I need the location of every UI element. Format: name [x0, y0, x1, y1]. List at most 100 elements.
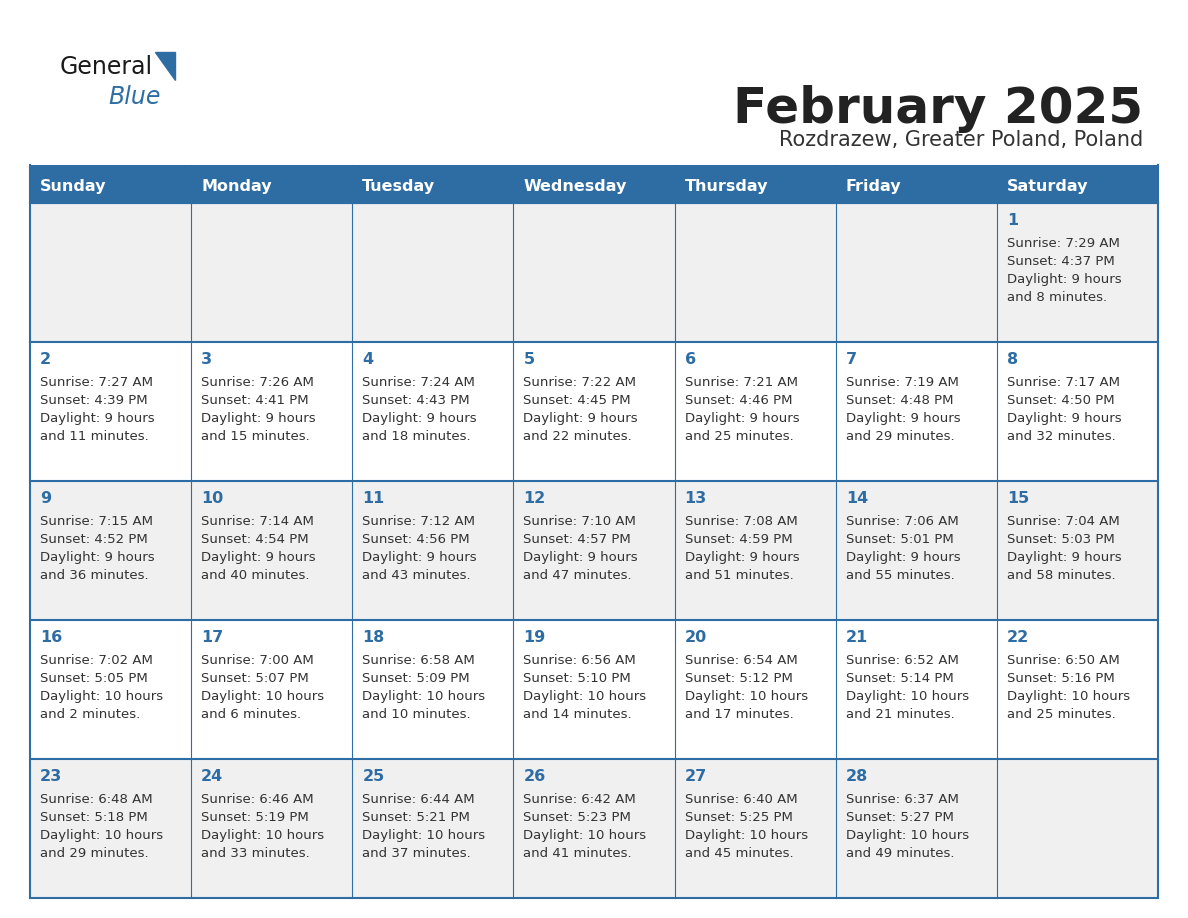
- Text: 4: 4: [362, 352, 373, 367]
- Text: 21: 21: [846, 630, 868, 645]
- Text: 10: 10: [201, 491, 223, 506]
- Text: and 18 minutes.: and 18 minutes.: [362, 430, 470, 443]
- Text: Daylight: 10 hours: Daylight: 10 hours: [524, 829, 646, 842]
- Text: Sunset: 4:59 PM: Sunset: 4:59 PM: [684, 533, 792, 546]
- Text: Sunset: 5:14 PM: Sunset: 5:14 PM: [846, 672, 954, 685]
- Text: Sunset: 5:09 PM: Sunset: 5:09 PM: [362, 672, 470, 685]
- Text: Saturday: Saturday: [1007, 178, 1088, 194]
- Text: and 33 minutes.: and 33 minutes.: [201, 847, 310, 860]
- Text: 2: 2: [40, 352, 51, 367]
- Text: and 55 minutes.: and 55 minutes.: [846, 569, 954, 582]
- Text: and 43 minutes.: and 43 minutes.: [362, 569, 470, 582]
- Text: Sunrise: 7:19 AM: Sunrise: 7:19 AM: [846, 376, 959, 389]
- Text: Sunrise: 7:22 AM: Sunrise: 7:22 AM: [524, 376, 637, 389]
- Text: Daylight: 9 hours: Daylight: 9 hours: [524, 412, 638, 425]
- Text: Sunset: 5:23 PM: Sunset: 5:23 PM: [524, 811, 631, 824]
- Text: Sunrise: 6:54 AM: Sunrise: 6:54 AM: [684, 654, 797, 667]
- Text: 22: 22: [1007, 630, 1029, 645]
- Text: and 40 minutes.: and 40 minutes.: [201, 569, 310, 582]
- Text: and 47 minutes.: and 47 minutes.: [524, 569, 632, 582]
- Text: Sunset: 4:50 PM: Sunset: 4:50 PM: [1007, 394, 1114, 407]
- Text: Daylight: 9 hours: Daylight: 9 hours: [1007, 273, 1121, 286]
- Text: Daylight: 9 hours: Daylight: 9 hours: [362, 551, 476, 564]
- Text: and 25 minutes.: and 25 minutes.: [1007, 708, 1116, 721]
- Text: Daylight: 10 hours: Daylight: 10 hours: [362, 690, 486, 703]
- Text: Sunrise: 6:56 AM: Sunrise: 6:56 AM: [524, 654, 637, 667]
- Text: Rozdrazew, Greater Poland, Poland: Rozdrazew, Greater Poland, Poland: [779, 130, 1143, 150]
- Text: 5: 5: [524, 352, 535, 367]
- Text: Daylight: 9 hours: Daylight: 9 hours: [684, 551, 800, 564]
- Text: and 2 minutes.: and 2 minutes.: [40, 708, 140, 721]
- Text: Sunset: 5:25 PM: Sunset: 5:25 PM: [684, 811, 792, 824]
- Text: Daylight: 10 hours: Daylight: 10 hours: [684, 829, 808, 842]
- Text: Sunrise: 7:10 AM: Sunrise: 7:10 AM: [524, 515, 637, 528]
- Text: 8: 8: [1007, 352, 1018, 367]
- Text: Sunrise: 6:52 AM: Sunrise: 6:52 AM: [846, 654, 959, 667]
- Text: Sunrise: 7:14 AM: Sunrise: 7:14 AM: [201, 515, 314, 528]
- Polygon shape: [154, 52, 175, 80]
- Text: 12: 12: [524, 491, 545, 506]
- Text: and 37 minutes.: and 37 minutes.: [362, 847, 470, 860]
- Text: Sunset: 5:01 PM: Sunset: 5:01 PM: [846, 533, 954, 546]
- Bar: [30, 759, 1158, 898]
- Text: Sunset: 5:16 PM: Sunset: 5:16 PM: [1007, 672, 1114, 685]
- Text: Sunrise: 7:06 AM: Sunrise: 7:06 AM: [846, 515, 959, 528]
- Text: Daylight: 9 hours: Daylight: 9 hours: [40, 551, 154, 564]
- Text: 6: 6: [684, 352, 696, 367]
- Text: and 29 minutes.: and 29 minutes.: [846, 430, 954, 443]
- Text: and 21 minutes.: and 21 minutes.: [846, 708, 954, 721]
- Text: and 10 minutes.: and 10 minutes.: [362, 708, 470, 721]
- Text: Sunset: 5:05 PM: Sunset: 5:05 PM: [40, 672, 147, 685]
- Text: Daylight: 10 hours: Daylight: 10 hours: [846, 829, 969, 842]
- Text: Sunrise: 6:37 AM: Sunrise: 6:37 AM: [846, 793, 959, 806]
- Text: Daylight: 10 hours: Daylight: 10 hours: [201, 829, 324, 842]
- Text: Daylight: 9 hours: Daylight: 9 hours: [362, 412, 476, 425]
- Bar: [30, 620, 1158, 759]
- Text: 18: 18: [362, 630, 385, 645]
- Text: 27: 27: [684, 769, 707, 784]
- Text: Sunrise: 6:50 AM: Sunrise: 6:50 AM: [1007, 654, 1119, 667]
- Text: and 29 minutes.: and 29 minutes.: [40, 847, 148, 860]
- Text: and 17 minutes.: and 17 minutes.: [684, 708, 794, 721]
- Text: Sunrise: 7:04 AM: Sunrise: 7:04 AM: [1007, 515, 1119, 528]
- Text: Sunset: 4:46 PM: Sunset: 4:46 PM: [684, 394, 792, 407]
- Text: and 41 minutes.: and 41 minutes.: [524, 847, 632, 860]
- Text: 26: 26: [524, 769, 545, 784]
- Text: Daylight: 10 hours: Daylight: 10 hours: [684, 690, 808, 703]
- Text: 3: 3: [201, 352, 213, 367]
- Text: Sunrise: 6:46 AM: Sunrise: 6:46 AM: [201, 793, 314, 806]
- Text: and 6 minutes.: and 6 minutes.: [201, 708, 302, 721]
- Text: and 22 minutes.: and 22 minutes.: [524, 430, 632, 443]
- Text: Daylight: 10 hours: Daylight: 10 hours: [846, 690, 969, 703]
- Text: 15: 15: [1007, 491, 1029, 506]
- Text: Daylight: 10 hours: Daylight: 10 hours: [40, 690, 163, 703]
- Text: 11: 11: [362, 491, 385, 506]
- Text: Sunrise: 7:29 AM: Sunrise: 7:29 AM: [1007, 237, 1120, 250]
- Text: Sunset: 4:43 PM: Sunset: 4:43 PM: [362, 394, 470, 407]
- Text: Monday: Monday: [201, 178, 272, 194]
- Text: Sunset: 4:52 PM: Sunset: 4:52 PM: [40, 533, 147, 546]
- Text: Sunset: 4:45 PM: Sunset: 4:45 PM: [524, 394, 631, 407]
- Text: and 15 minutes.: and 15 minutes.: [201, 430, 310, 443]
- Text: Sunset: 4:56 PM: Sunset: 4:56 PM: [362, 533, 470, 546]
- Text: Sunset: 4:54 PM: Sunset: 4:54 PM: [201, 533, 309, 546]
- Text: and 51 minutes.: and 51 minutes.: [684, 569, 794, 582]
- Text: Sunrise: 7:27 AM: Sunrise: 7:27 AM: [40, 376, 153, 389]
- Bar: [30, 481, 1158, 620]
- Text: Sunset: 5:12 PM: Sunset: 5:12 PM: [684, 672, 792, 685]
- Text: 25: 25: [362, 769, 385, 784]
- Text: Daylight: 9 hours: Daylight: 9 hours: [40, 412, 154, 425]
- Text: Sunrise: 7:15 AM: Sunrise: 7:15 AM: [40, 515, 153, 528]
- Text: and 49 minutes.: and 49 minutes.: [846, 847, 954, 860]
- Text: Daylight: 9 hours: Daylight: 9 hours: [846, 412, 960, 425]
- Text: and 45 minutes.: and 45 minutes.: [684, 847, 794, 860]
- Text: Sunset: 4:41 PM: Sunset: 4:41 PM: [201, 394, 309, 407]
- Text: 16: 16: [40, 630, 62, 645]
- Text: 14: 14: [846, 491, 868, 506]
- Bar: [30, 342, 1158, 481]
- Text: Sunday: Sunday: [40, 178, 107, 194]
- Text: 7: 7: [846, 352, 857, 367]
- Text: Sunrise: 7:21 AM: Sunrise: 7:21 AM: [684, 376, 797, 389]
- Text: Daylight: 10 hours: Daylight: 10 hours: [362, 829, 486, 842]
- Text: Sunrise: 7:08 AM: Sunrise: 7:08 AM: [684, 515, 797, 528]
